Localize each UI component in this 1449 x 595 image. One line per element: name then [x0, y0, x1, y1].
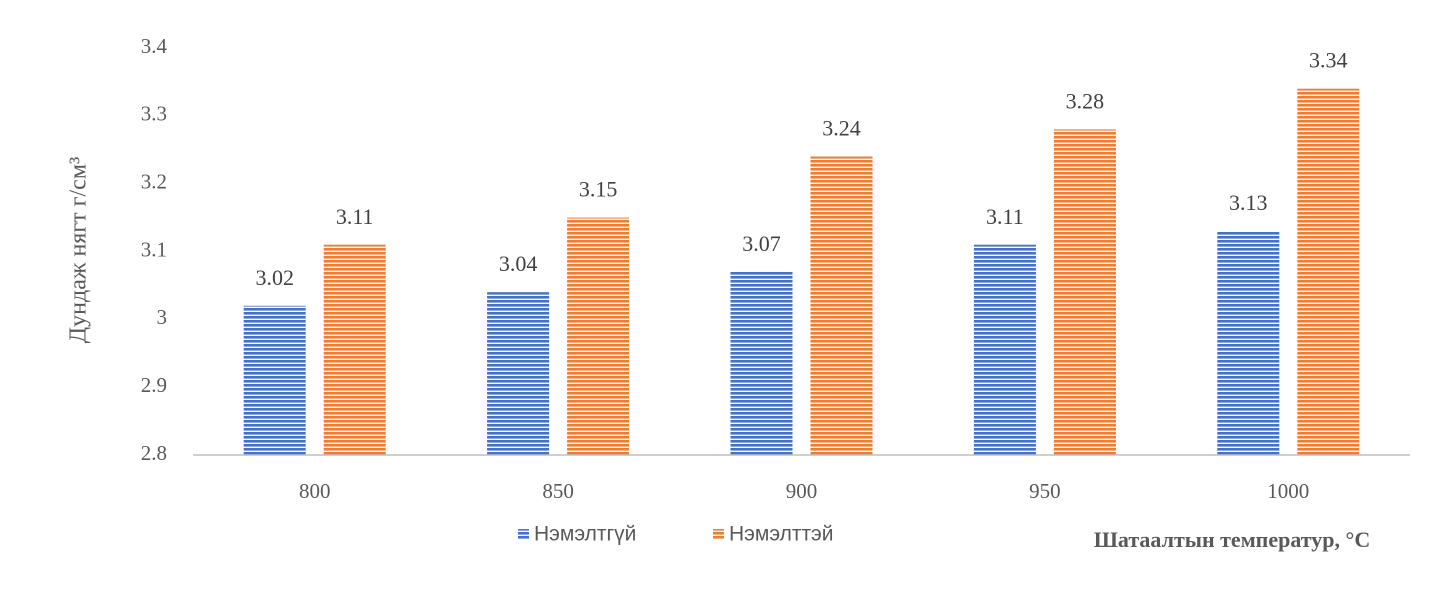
data-label: 3.11 — [336, 204, 374, 229]
data-label: 3.11 — [986, 204, 1024, 229]
bar — [1297, 88, 1360, 455]
data-label: 3.24 — [822, 116, 861, 141]
legend-label: Нэмэлттэй — [729, 523, 834, 546]
data-label: 3.04 — [499, 251, 538, 276]
bar — [567, 217, 630, 455]
y-tick-label: 3 — [157, 305, 168, 329]
data-label: 3.15 — [579, 177, 618, 202]
y-tick-label: 3.3 — [141, 102, 167, 126]
x-tick-label: 1000 — [1267, 479, 1309, 503]
data-label: 3.13 — [1229, 190, 1268, 215]
legend-swatch — [518, 529, 529, 540]
x-tick-label: 950 — [1029, 479, 1061, 503]
bar — [730, 271, 793, 455]
legend-swatch — [713, 529, 724, 540]
bar — [323, 244, 386, 455]
x-tick-label: 900 — [786, 479, 818, 503]
x-tick-label: 850 — [542, 479, 574, 503]
data-label: 3.28 — [1066, 88, 1105, 113]
y-tick-label: 3.1 — [141, 237, 167, 261]
x-tick-label: 800 — [299, 479, 331, 503]
y-tick-label: 2.9 — [141, 373, 167, 397]
data-label: 3.07 — [742, 231, 781, 256]
bar — [1217, 231, 1280, 455]
x-axis-title: Шатаалтын температур, °C — [1094, 527, 1370, 552]
data-label: 3.02 — [255, 265, 294, 290]
y-tick-label: 2.8 — [141, 441, 167, 465]
y-tick-label: 3.2 — [141, 169, 167, 193]
legend-label: Нэмэлтгүй — [534, 523, 636, 546]
bar — [487, 292, 550, 455]
y-axis-title: Дундаж нягт г/см³ — [66, 157, 92, 343]
data-label: 3.34 — [1309, 48, 1348, 73]
bar — [973, 244, 1036, 455]
bar — [810, 156, 873, 456]
y-tick-label: 3.4 — [141, 34, 168, 58]
bar — [243, 305, 306, 455]
bar — [1053, 129, 1116, 455]
